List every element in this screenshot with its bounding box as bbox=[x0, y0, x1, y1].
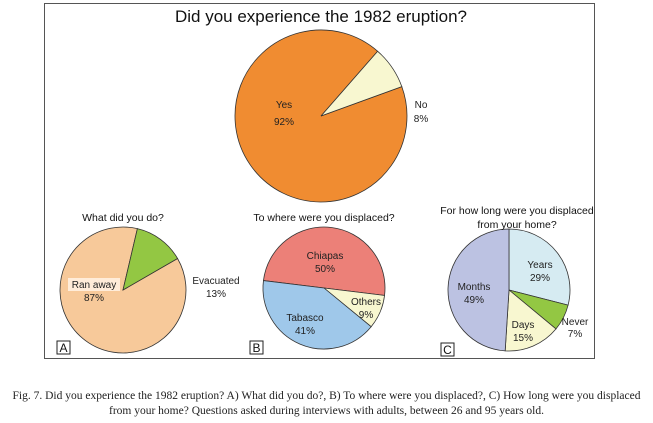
slice-value-others: 9% bbox=[359, 310, 374, 321]
slice-label-others: Others bbox=[351, 297, 381, 308]
slice-label-no: No bbox=[415, 100, 428, 111]
chart-title: What did you do? bbox=[82, 212, 164, 224]
pie-slice-years bbox=[508, 228, 571, 306]
slice-value-years: 29% bbox=[530, 273, 550, 284]
pie-slice-evacuated bbox=[122, 228, 179, 291]
slice-label-years: Years bbox=[527, 260, 552, 271]
chart-title: For how long were you displaced bbox=[440, 205, 594, 217]
chart-title: Did you experience the 1982 eruption? bbox=[175, 7, 467, 26]
slice-value-yes: 92% bbox=[274, 117, 294, 128]
figure-caption: Fig. 7. Did you experience the 1982 erup… bbox=[12, 390, 641, 417]
panel-letter-c: C bbox=[443, 343, 452, 357]
slice-label-days: Days bbox=[512, 320, 535, 331]
slice-value-ran-away: 87% bbox=[84, 293, 104, 304]
pie-slice-tabasco bbox=[262, 280, 372, 350]
slice-value-never: 7% bbox=[568, 329, 583, 340]
panel-letter-a: A bbox=[59, 341, 67, 355]
slice-value-days: 15% bbox=[513, 333, 533, 344]
slice-value-months: 49% bbox=[464, 295, 484, 306]
pie-slice-months bbox=[447, 228, 510, 352]
chart-title: from your home? bbox=[477, 219, 557, 231]
pie-slice-no bbox=[320, 50, 403, 117]
panel-letter-b: B bbox=[252, 341, 260, 355]
slice-label-never: Never bbox=[562, 317, 589, 328]
slice-label-evacuated: Evacuated bbox=[192, 276, 239, 287]
slice-label-months: Months bbox=[458, 282, 491, 293]
slice-label-chiapas: Chiapas bbox=[307, 251, 344, 262]
pie-slice-chiapas bbox=[263, 226, 386, 296]
label-highlight bbox=[68, 278, 120, 291]
chart-title: To where were you displaced? bbox=[253, 212, 394, 224]
panel-box-c bbox=[440, 342, 455, 357]
slice-value-tabasco: 41% bbox=[295, 326, 315, 337]
slice-label-yes: Yes bbox=[276, 100, 292, 111]
panel-box-a bbox=[56, 340, 71, 355]
slice-label-ran-away: Ran away bbox=[72, 280, 116, 291]
pie-slice-days bbox=[504, 289, 557, 352]
panel-box-b bbox=[249, 340, 264, 355]
slice-value-no: 8% bbox=[414, 114, 429, 125]
figure-frame bbox=[44, 3, 595, 359]
slice-value-evacuated: 13% bbox=[206, 289, 226, 300]
slice-label-tabasco: Tabasco bbox=[286, 313, 324, 324]
slice-value-chiapas: 50% bbox=[315, 264, 335, 275]
